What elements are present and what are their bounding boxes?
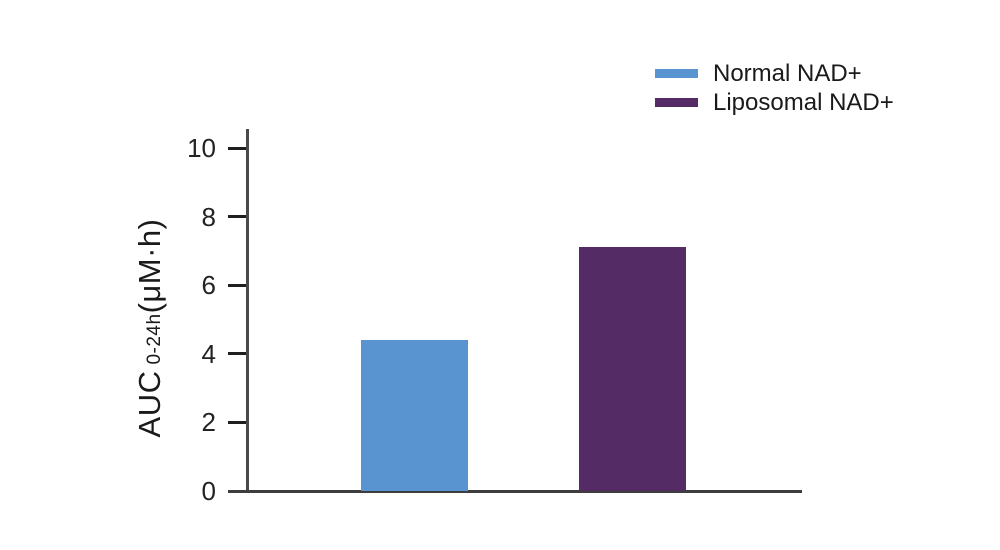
y-tick-label-2: 2 bbox=[201, 407, 216, 438]
y-tick-label-6: 6 bbox=[201, 270, 216, 301]
y-tick-label-0: 0 bbox=[201, 476, 216, 506]
y-tick-2 bbox=[228, 420, 246, 424]
y-tick-4 bbox=[228, 352, 246, 356]
y-axis-title-unit: (μM·h) bbox=[132, 218, 167, 314]
bar-normal-nad bbox=[360, 340, 468, 491]
y-tick-6 bbox=[228, 283, 246, 287]
legend-label-normal-nad: Normal NAD+ bbox=[713, 59, 862, 87]
legend-swatch-normal-nad bbox=[655, 69, 698, 78]
legend-label-liposomal-nad: Liposomal NAD+ bbox=[713, 88, 894, 116]
legend: Normal NAD+ Liposomal NAD+ bbox=[655, 59, 894, 117]
y-axis-title: AUC 0-24h(μM·h) bbox=[132, 219, 168, 438]
y-tick-label-8: 8 bbox=[201, 201, 216, 232]
y-tick-10 bbox=[228, 146, 246, 150]
legend-item-liposomal-nad: Liposomal NAD+ bbox=[655, 88, 894, 117]
y-tick-label-4: 4 bbox=[201, 338, 216, 369]
bar-liposomal-nad bbox=[578, 247, 686, 491]
y-axis-title-main: AUC bbox=[132, 370, 167, 438]
y-axis-line bbox=[246, 129, 249, 493]
legend-item-normal-nad: Normal NAD+ bbox=[655, 59, 894, 88]
y-tick-label-10: 10 bbox=[187, 133, 216, 163]
legend-swatch-liposomal-nad bbox=[655, 98, 698, 107]
y-tick-8 bbox=[228, 215, 246, 219]
y-axis-title-subscript: 0-24h bbox=[144, 313, 165, 365]
x-axis-line bbox=[228, 490, 802, 493]
